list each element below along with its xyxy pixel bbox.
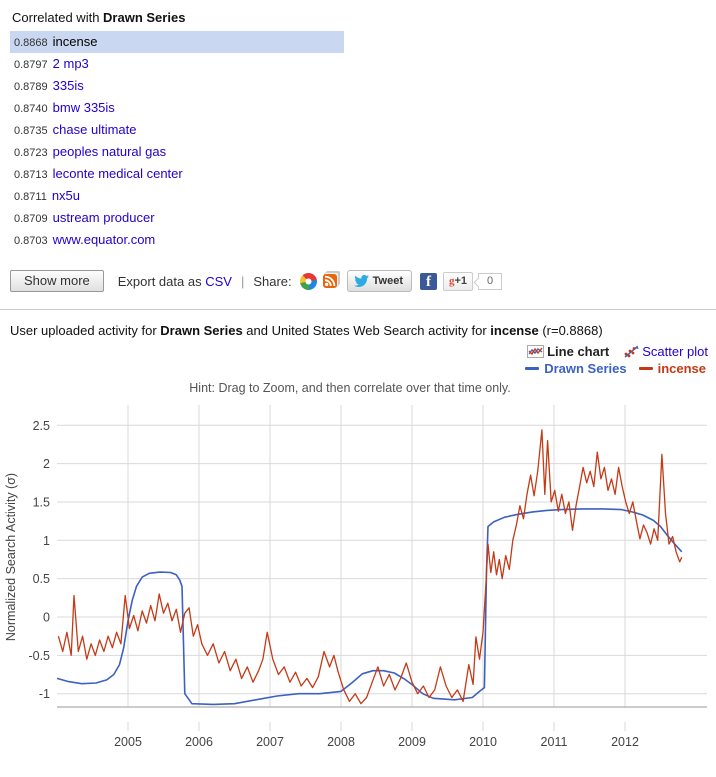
correlation-row[interactable]: 0.8789 335is <box>10 75 344 97</box>
y-tick-label: -1 <box>39 687 50 701</box>
correlation-term-link: incense <box>52 34 98 49</box>
export-csv-link[interactable]: CSV <box>205 273 232 289</box>
results-heading-prefix: Correlated with <box>12 10 104 25</box>
correlation-row[interactable]: 0.8703 www.equator.com <box>10 229 344 251</box>
correlation-term-link[interactable]: peoples natural gas <box>52 144 167 159</box>
correlation-term-link[interactable]: chase ultimate <box>52 122 137 137</box>
drawn-series-line <box>56 508 683 706</box>
x-tick-label: 2006 <box>185 735 213 749</box>
correlation-row[interactable]: 0.8797 2 mp3 <box>10 53 344 75</box>
plus-one-label: +1 <box>454 275 468 287</box>
tweet-label: Tweet <box>372 275 403 287</box>
chart-title-prefix: User uploaded activity for <box>10 323 161 338</box>
legend-incense: incense <box>638 361 706 376</box>
x-tick-label: 2005 <box>114 735 142 749</box>
plus-one-button[interactable]: g +1 <box>443 271 474 291</box>
legend-drawn-series: Drawn Series <box>525 361 627 376</box>
line-chart-toggle[interactable]: Line chart <box>527 344 609 359</box>
chart-title-series: Drawn Series <box>160 323 243 338</box>
correlation-term-link[interactable]: bmw 335is <box>52 100 115 115</box>
x-tick-label: 2007 <box>256 735 284 749</box>
facebook-icon[interactable]: f <box>420 272 437 290</box>
y-tick-label: 0.5 <box>33 572 50 586</box>
correlation-row[interactable]: 0.8868 incense <box>10 31 344 53</box>
incense-line <box>57 429 683 705</box>
export-data-text: Export data as CSV <box>118 274 232 289</box>
correlation-row[interactable]: 0.8711 nx5u <box>10 185 344 207</box>
show-more-button[interactable]: Show more <box>10 270 104 292</box>
correlation-row[interactable]: 0.8740 bmw 335is <box>10 97 344 119</box>
scatter-plot-toggle[interactable]: Scatter plot <box>623 344 708 359</box>
correlation-value: 0.8735 <box>14 125 48 137</box>
share-label: Share: <box>253 273 292 289</box>
x-tick-label: 2012 <box>611 735 639 749</box>
incense-label: incense <box>657 361 706 376</box>
scatter-plot-icon <box>624 345 639 358</box>
correlation-term-link[interactable]: ustream producer <box>52 210 155 225</box>
twitter-bird-icon <box>353 275 369 287</box>
correlation-value: 0.8711 <box>14 191 47 203</box>
results-heading: Correlated with Drawn Series <box>12 10 716 25</box>
chart-title: User uploaded activity for Drawn Series … <box>10 323 716 338</box>
google-reader-icon[interactable] <box>322 271 341 291</box>
correlation-chart[interactable]: 2.5 2 1.5 1 0.5 0 -0.5 -1 2005 2006 2007 2008 2009 20… <box>0 397 716 769</box>
correlation-row[interactable]: 0.8713 leconte medical center <box>10 163 344 185</box>
chart-title-mid: and United States Web Search activity fo… <box>242 323 491 338</box>
correlation-row[interactable]: 0.8723 peoples natural gas <box>10 141 344 163</box>
correlation-value: 0.8713 <box>14 169 48 181</box>
correlation-row[interactable]: 0.8735 chase ultimate <box>10 119 344 141</box>
drawn-series-swatch <box>525 367 540 370</box>
export-prefix: Export data as <box>117 273 206 289</box>
drag-to-zoom-hint: Hint: Drag to Zoom, and then correlate o… <box>189 381 511 395</box>
scatter-plot-label[interactable]: Scatter plot <box>642 344 708 359</box>
x-tick-label: 2010 <box>469 735 497 749</box>
line-chart-label: Line chart <box>547 344 610 359</box>
results-toolbar: Show more Export data as CSV | Share: Tw… <box>10 269 716 293</box>
correlation-term-link[interactable]: leconte medical center <box>52 166 183 181</box>
x-tick-label: 2011 <box>541 735 568 749</box>
y-tick-label: 1 <box>43 534 50 548</box>
y-tick-label: 1.5 <box>33 495 50 509</box>
y-tick-label: 2.5 <box>33 419 50 433</box>
y-tick-label: 2 <box>43 457 50 471</box>
plus-one-g: g <box>449 275 455 287</box>
correlation-value: 0.8703 <box>14 235 48 247</box>
correlation-term-link[interactable]: 2 mp3 <box>52 56 89 71</box>
chart-title-term: incense <box>490 323 539 338</box>
incense-swatch <box>638 367 653 370</box>
chart-area: 2.5 2 1.5 1 0.5 0 -0.5 -1 2005 2006 2007 2008 2009 20… <box>0 397 716 769</box>
chart-title-r-value: (r=0.8868) <box>538 323 603 338</box>
chart-legend: Drawn Series incense <box>10 361 706 376</box>
plus-one-count: 0 <box>478 272 503 290</box>
correlation-row[interactable]: 0.8709 ustream producer <box>10 207 344 229</box>
y-axis-title: Normalized Search Activity (σ) <box>4 472 18 642</box>
x-tick-label: 2009 <box>398 735 426 749</box>
correlation-term-link[interactable]: 335is <box>52 78 84 93</box>
drawn-series-label: Drawn Series <box>544 361 627 376</box>
correlation-term-link[interactable]: www.equator.com <box>52 232 156 247</box>
x-tick-label: 2008 <box>327 735 355 749</box>
correlation-value: 0.8723 <box>14 147 48 159</box>
google-buzz-icon[interactable] <box>299 272 317 290</box>
correlation-value: 0.8868 <box>14 37 48 49</box>
correlation-value: 0.8797 <box>14 59 48 71</box>
correlation-term-link[interactable]: nx5u <box>51 188 81 203</box>
results-heading-series: Drawn Series <box>103 10 186 25</box>
separator: | <box>240 273 245 289</box>
correlation-value: 0.8789 <box>14 81 48 93</box>
section-divider <box>0 309 716 310</box>
tweet-button[interactable]: Tweet <box>346 270 412 292</box>
y-tick-label: -0.5 <box>28 649 50 663</box>
correlation-value: 0.8709 <box>14 213 48 225</box>
correlation-results-list: 0.8868 incense 0.8797 2 mp3 0.8789 335is 0.874… <box>10 31 344 251</box>
chart-type-controls: Line chart Scatter plot <box>10 344 708 359</box>
line-chart-icon <box>527 345 545 358</box>
correlation-value: 0.8740 <box>14 103 48 115</box>
y-tick-label: 0 <box>43 611 50 625</box>
